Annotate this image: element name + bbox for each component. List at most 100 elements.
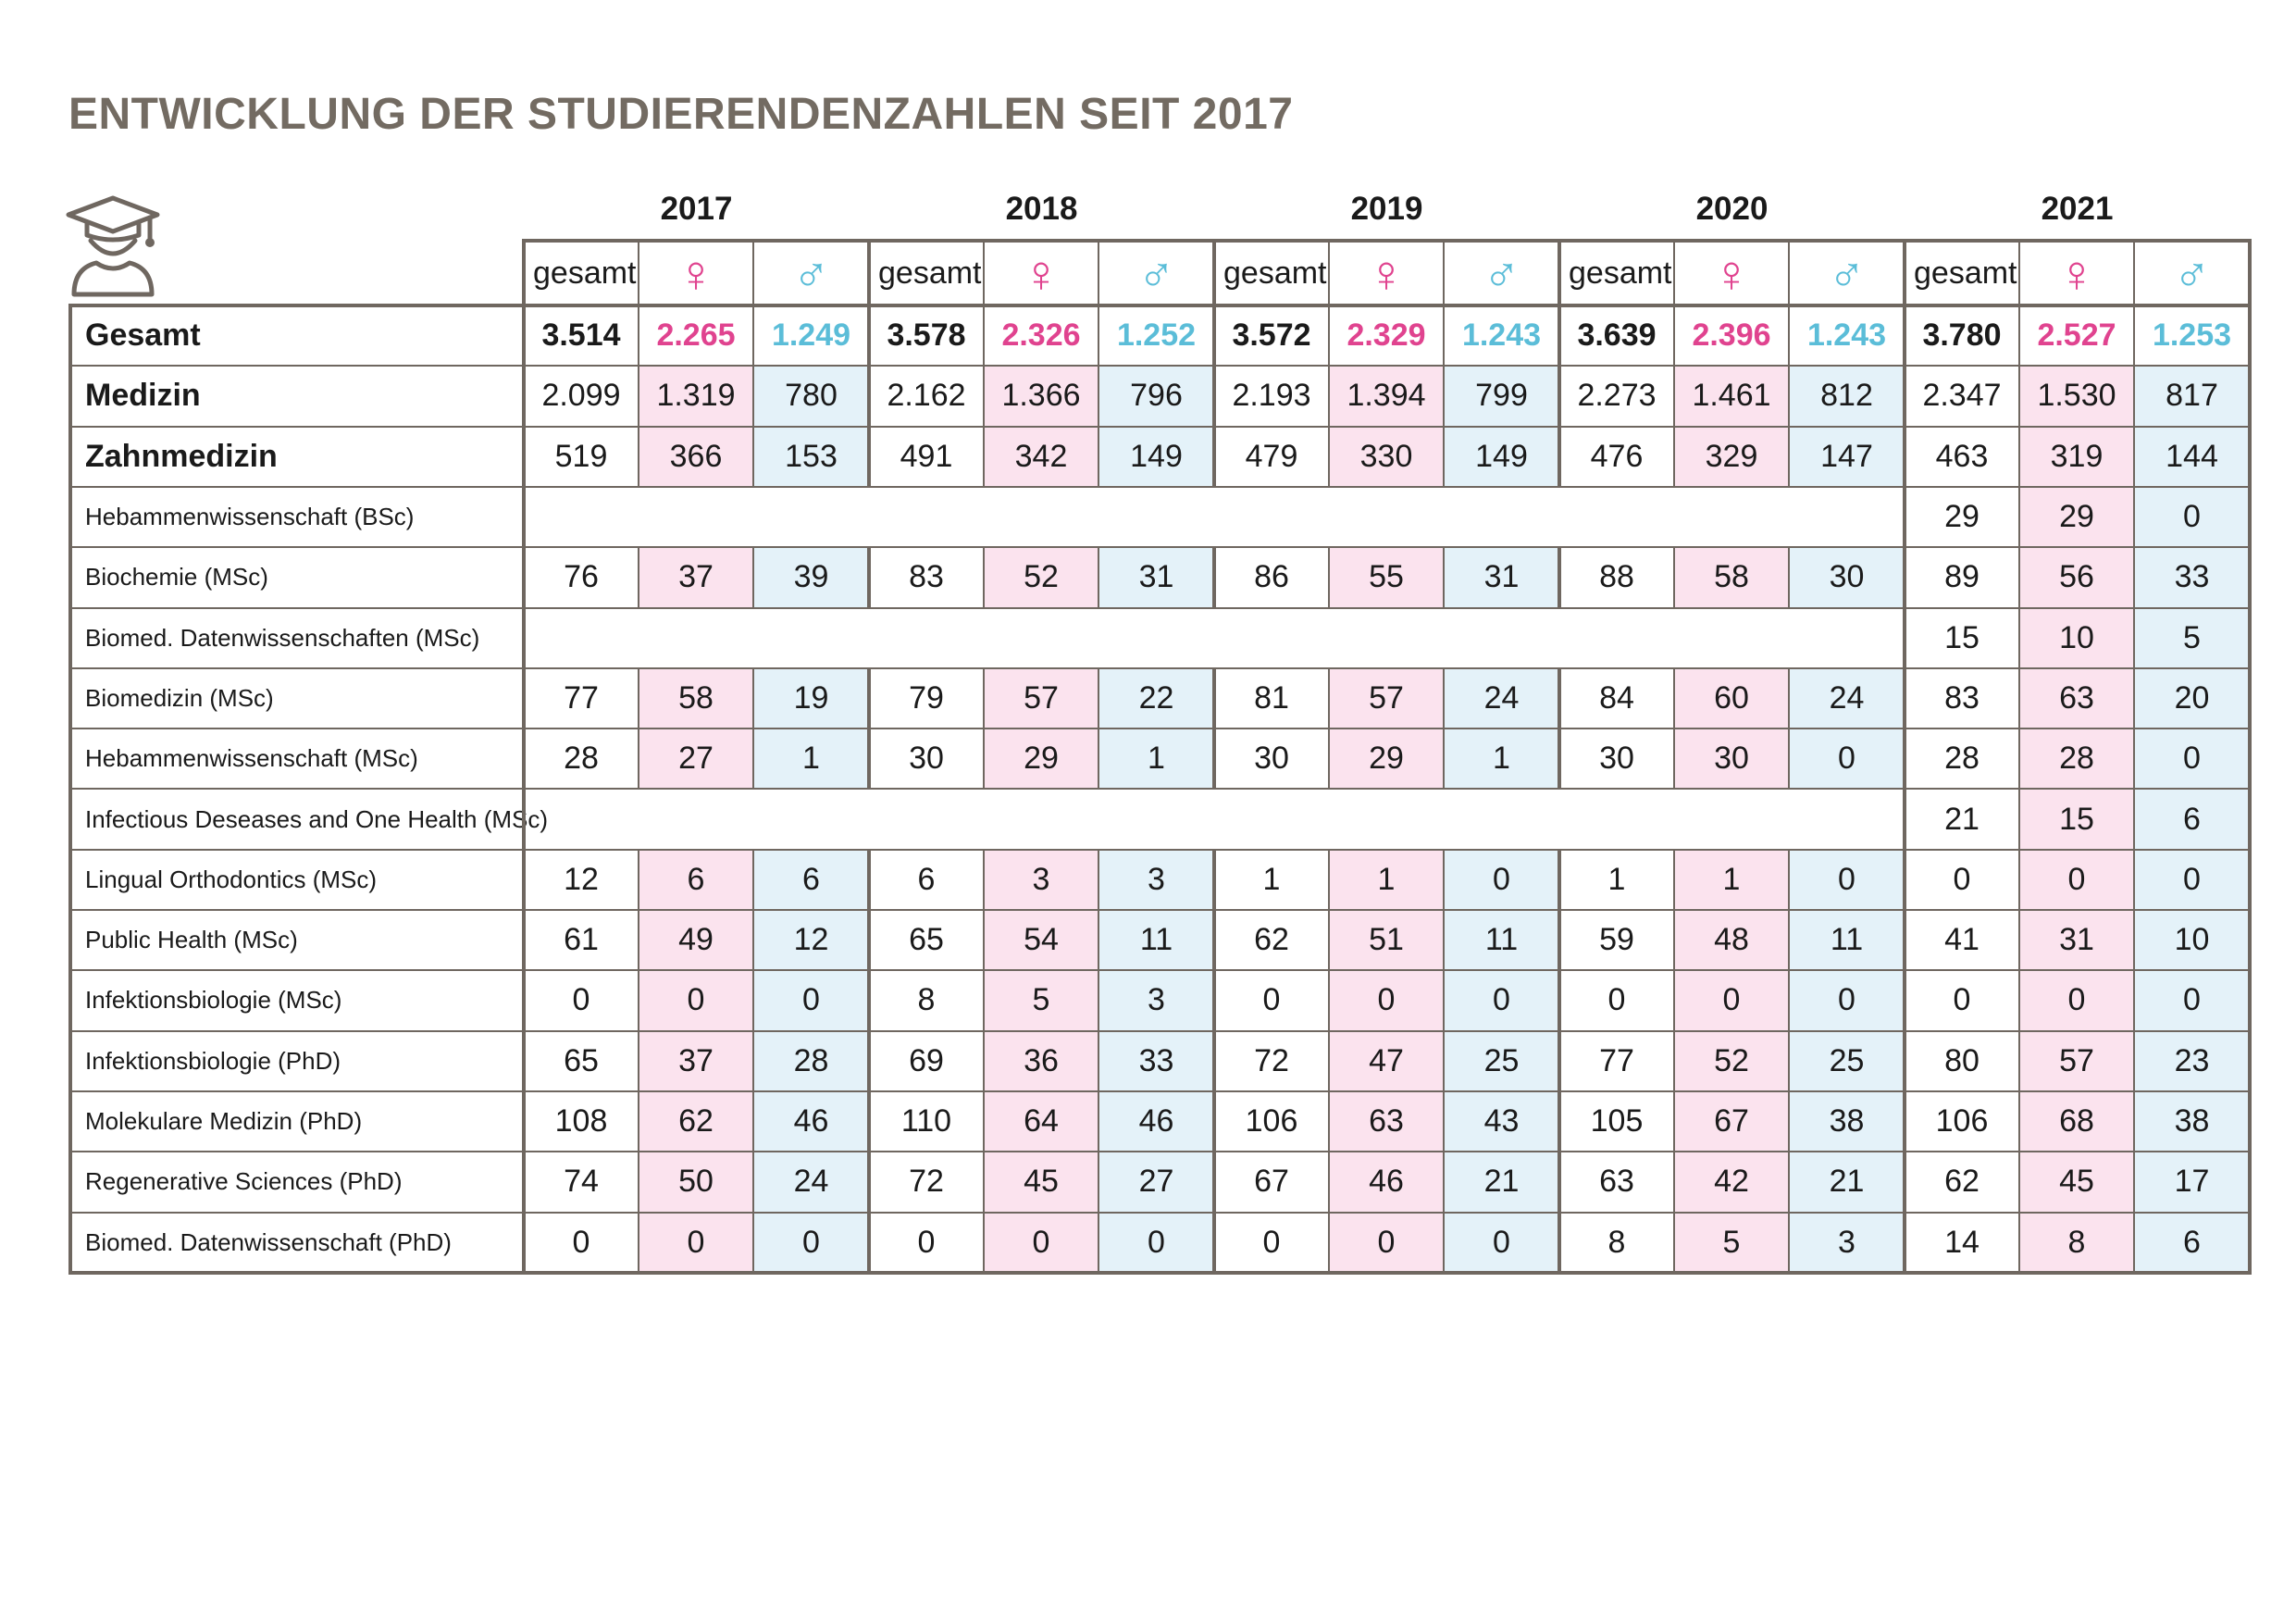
group-divider (1558, 547, 1561, 608)
group-divider (867, 239, 871, 305)
group-divider (867, 426, 871, 487)
cell-total: 74 (564, 1164, 599, 1200)
col-divider (1443, 1152, 1445, 1213)
cell-female: 56 (2019, 547, 2134, 608)
cell-male: 149 (1444, 426, 1559, 487)
female-icon: ♀ (1022, 243, 1061, 303)
col-divider (983, 547, 985, 608)
cell-female: 62 (639, 1090, 753, 1152)
col-divider (983, 1212, 985, 1273)
col-divider (638, 547, 639, 608)
col-divider (752, 1090, 754, 1152)
col-divider (2018, 305, 2020, 367)
col-divider (1098, 910, 1099, 971)
group-divider (1558, 366, 1561, 427)
cell-total: 89 (1944, 559, 1980, 595)
group-divider (867, 970, 871, 1031)
group-divider (1558, 910, 1561, 971)
cell-female: 0 (1329, 1212, 1444, 1273)
cell-total: 6 (917, 861, 936, 897)
group-divider (1212, 849, 1216, 910)
group-divider (1558, 729, 1561, 790)
cell-male: 33 (1098, 1030, 1214, 1091)
col-divider (638, 849, 639, 910)
cell-female: 1.530 (2019, 366, 2134, 427)
group-divider (1558, 1212, 1561, 1273)
col-divider (1788, 1152, 1790, 1213)
col-divider (1788, 547, 1790, 608)
cell-total: 14 (1944, 1224, 1980, 1260)
row-divider (68, 1029, 2252, 1032)
row-divider (68, 788, 2252, 791)
row-label: Public Health (MSc) (85, 926, 298, 954)
cell-female: 342 (984, 426, 1098, 487)
row-divider (68, 365, 2252, 367)
label-divider (522, 239, 526, 1273)
col-divider (638, 426, 639, 487)
cell-male: 33 (2134, 547, 2250, 608)
cell-female: 2.265 (656, 318, 736, 354)
cell-male: 0 (2134, 970, 2250, 1031)
row-label: Hebammenwissenschaft (MSc) (85, 744, 418, 773)
group-divider (1212, 1152, 1216, 1213)
cell-male: 144 (2134, 426, 2250, 487)
cell-total: 8 (917, 982, 936, 1018)
col-divider (1788, 729, 1790, 790)
cell-female: 52 (984, 547, 1098, 608)
row-divider (68, 606, 2252, 609)
group-divider (1903, 607, 1906, 668)
col-divider (1328, 667, 1330, 729)
cell-male: 1.249 (771, 318, 851, 354)
col-divider (1098, 849, 1099, 910)
col-divider (1328, 849, 1330, 910)
col-divider (1673, 910, 1675, 971)
group-divider (867, 849, 871, 910)
col-divider (2133, 366, 2135, 427)
cell-total: 15 (1944, 619, 1980, 655)
cell-female: 1.461 (1674, 366, 1789, 427)
col-divider (2133, 1030, 2135, 1091)
col-divider (2133, 607, 2135, 668)
cell-total: 79 (909, 679, 944, 716)
row-label: Infektionsbiologie (MSc) (85, 986, 342, 1015)
col-divider (983, 239, 985, 305)
col-divider (1673, 426, 1675, 487)
cell-total: 30 (1599, 741, 1634, 777)
cell-male: 46 (1098, 1090, 1214, 1152)
cell-male: 38 (2134, 1090, 2250, 1152)
col-divider (1788, 1212, 1790, 1273)
cell-male: 0 (2134, 486, 2250, 548)
cell-female: 8 (2019, 1212, 2134, 1273)
col-divider (1443, 426, 1445, 487)
cell-total: 463 (1935, 438, 1989, 474)
cell-female: 27 (639, 729, 753, 790)
col-divider (1788, 366, 1790, 427)
cell-female: 329 (1674, 426, 1789, 487)
cell-total: 81 (1254, 679, 1289, 716)
col-divider (2018, 910, 2020, 971)
cell-male: 0 (2134, 729, 2250, 790)
col-divider (1673, 1152, 1675, 1213)
cell-total: 77 (1599, 1042, 1634, 1078)
row-label: Infectious Deseases and One Health (MSc) (85, 804, 549, 833)
col-divider (2133, 849, 2135, 910)
cell-male: 11 (1444, 910, 1559, 971)
col-divider (1098, 729, 1099, 790)
col-divider (983, 426, 985, 487)
col-divider (1098, 1212, 1099, 1273)
col-divider (983, 910, 985, 971)
col-divider (638, 1212, 639, 1273)
cell-total: 2.099 (541, 378, 621, 414)
group-divider (1212, 970, 1216, 1031)
cell-female: 2.527 (2037, 318, 2116, 354)
cell-total: 2.273 (1577, 378, 1657, 414)
col-divider (1328, 970, 1330, 1031)
year-header: 2017 (660, 191, 733, 227)
cell-total: 8 (1607, 1224, 1626, 1260)
col-divider (2018, 1030, 2020, 1091)
subheader-frame (522, 239, 2252, 307)
group-divider (1212, 366, 1216, 427)
group-divider (1558, 1030, 1561, 1091)
cell-total: 72 (1254, 1042, 1289, 1078)
group-divider (1903, 789, 1906, 850)
